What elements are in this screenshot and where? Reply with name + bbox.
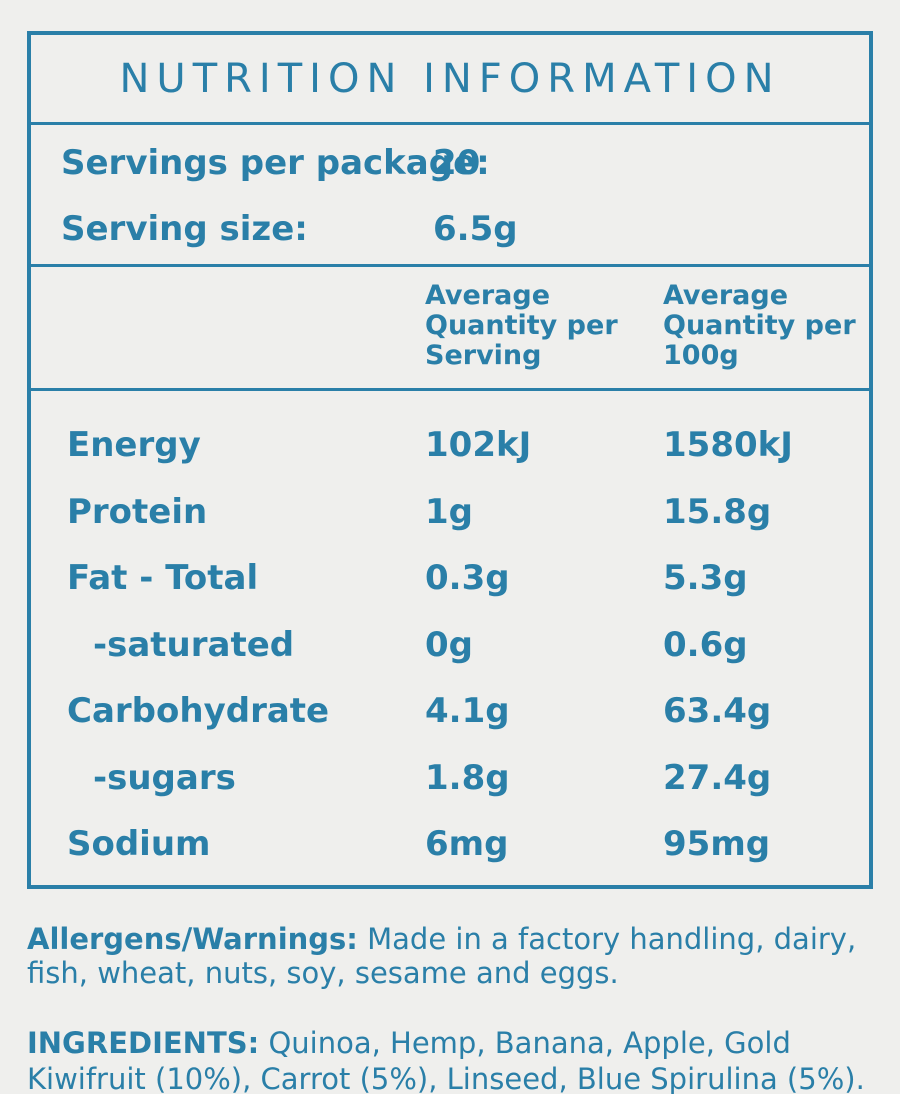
nutrient-per-100g: 27.4g [663, 757, 772, 798]
nutrient-table: Energy 102kJ 1580kJ Protein 1g 15.8g Fat… [31, 415, 869, 881]
panel-title: NUTRITION INFORMATION [119, 55, 781, 102]
serving-size-value: 6.5g [433, 209, 518, 249]
nutrient-row: Protein 1g 15.8g [31, 482, 869, 549]
nutrient-per-100g: 63.4g [663, 691, 772, 731]
nutrient-row: -saturated 0g 0.6g [31, 615, 869, 682]
nutrient-per-serving: 1g [425, 491, 473, 532]
nutrient-name: Protein [67, 491, 208, 532]
nutrient-name: -saturated [93, 624, 295, 665]
nutrient-name: -sugars [93, 757, 236, 798]
title-row: NUTRITION INFORMATION [31, 35, 869, 125]
nutrition-panel: NUTRITION INFORMATION Servings per packa… [27, 31, 873, 889]
nutrient-per-serving: 6mg [425, 824, 509, 864]
nutrient-row: -sugars 1.8g 27.4g [31, 748, 869, 815]
allergens-warning: Allergens/Warnings: Made in a factory ha… [27, 922, 873, 990]
serving-size-row: Serving size: 6.5g [61, 209, 518, 249]
nutrient-name: Fat - Total [67, 558, 259, 598]
nutrient-per-serving: 1.8g [425, 757, 510, 798]
nutrient-per-100g: 1580kJ [663, 425, 793, 465]
nutrient-per-100g: 95mg [663, 824, 771, 864]
ingredients-text: Quinoa, Hemp, Banana, Apple, Gold Kiwifr… [27, 1026, 865, 1094]
servings-block: Servings per package: 20 Serving size: 6… [31, 125, 869, 267]
servings-per-package-value: 20 [433, 143, 481, 183]
column-header-per-100g: Average Quantity per 100g [663, 280, 856, 371]
nutrient-per-100g: 5.3g [663, 558, 748, 598]
column-header-per-serving: Average Quantity per Serving [425, 280, 618, 371]
nutrient-row: Carbohydrate 4.1g 63.4g [31, 681, 869, 748]
nutrient-name: Energy [67, 425, 201, 465]
nutrient-row: Fat - Total 0.3g 5.3g [31, 548, 869, 615]
allergens-label: Allergens/Warnings: [27, 922, 358, 956]
nutrient-per-serving: 0.3g [425, 558, 510, 598]
nutrient-per-serving: 4.1g [425, 691, 510, 731]
serving-size-label: Serving size: [61, 209, 308, 249]
ingredients-label: INGREDIENTS: [27, 1026, 260, 1060]
servings-per-package-label: Servings per package: [61, 143, 490, 183]
column-header-row: Average Quantity per Serving Average Qua… [31, 267, 869, 391]
nutrient-row: Sodium 6mg 95mg [31, 814, 869, 881]
nutrient-per-serving: 102kJ [425, 425, 532, 465]
nutrient-per-100g: 15.8g [663, 491, 772, 532]
nutrient-row: Energy 102kJ 1580kJ [31, 415, 869, 482]
allergens-text: Made in a factory handling, dairy, fish,… [27, 922, 857, 990]
nutrient-per-serving: 0g [425, 624, 473, 665]
servings-per-package-row: Servings per package: 20 [61, 143, 490, 183]
nutrient-name: Carbohydrate [67, 691, 330, 731]
nutrient-per-100g: 0.6g [663, 624, 748, 665]
nutrient-name: Sodium [67, 824, 211, 864]
ingredients-list: INGREDIENTS: Quinoa, Hemp, Banana, Apple… [27, 1025, 887, 1094]
